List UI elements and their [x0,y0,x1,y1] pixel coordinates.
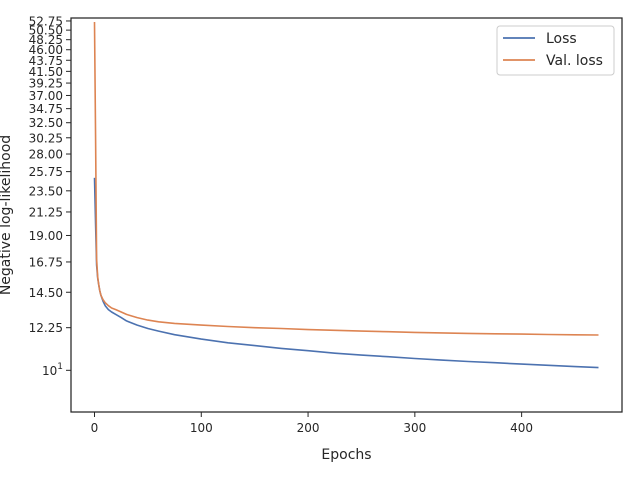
y-tick-label: 28.00 [29,148,63,162]
legend: Loss Val. loss [496,25,615,76]
series-line-val-loss [93,21,599,336]
y-tick-label: 48.25 [29,33,63,47]
y-tick-label: 14.50 [29,286,63,300]
y-tick-label: 23.50 [29,184,63,198]
y-axis-label: Negative log-likelihood [0,135,14,295]
plot-background [71,18,622,412]
y-tick-label: 30.25 [29,131,63,145]
y-tick-label: 41.50 [29,65,63,79]
x-axis-ticks: 0 100 200 300 400 [91,412,533,435]
y-tick-label: 12.25 [29,321,63,335]
x-tick-label: 400 [510,421,533,435]
y-tick-label: 101 [42,362,63,378]
x-tick-label: 0 [91,421,99,435]
y-tick-label: 21.25 [29,205,63,219]
y-tick-label: 16.75 [29,255,63,269]
plot-frame [70,17,623,413]
x-tick-label: 300 [403,421,426,435]
y-tick-label: 52.75 [29,14,63,28]
y-tick-label: 19.00 [29,229,63,243]
x-axis-label: Epochs [321,447,371,463]
x-tick-label: 100 [190,421,213,435]
series-lines [93,21,599,369]
y-tick-label: 37.00 [29,89,63,103]
y-tick-label: 34.75 [29,102,63,116]
y-tick-label: 46.00 [29,43,63,57]
y-tick-label: 32.50 [29,116,63,130]
x-tick-label: 200 [297,421,320,435]
legend-label: Val. loss [546,53,603,69]
y-tick-label: 25.75 [29,165,63,179]
legend-label: Loss [546,31,577,47]
y-tick-label: 43.75 [29,54,63,68]
y-tick-label: 50.50 [29,24,63,38]
y-tick-label: 39.25 [29,77,63,91]
y-axis-ticks: 101 12.25 14.50 16.75 19.00 21.25 23.50 25.75 28… [29,14,71,378]
